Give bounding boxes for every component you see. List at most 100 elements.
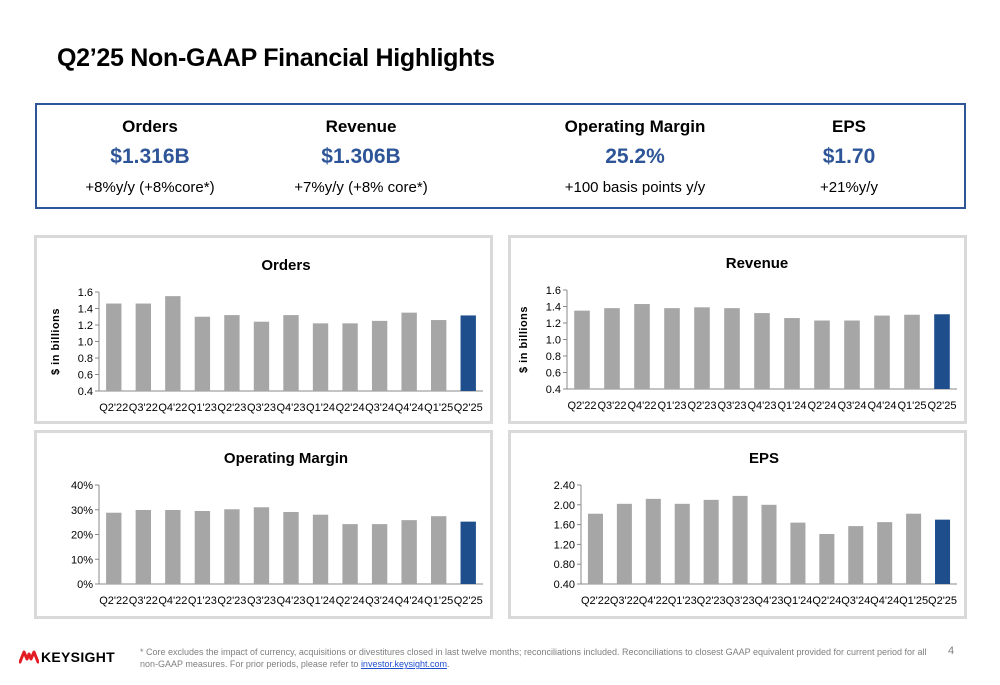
y-tick-label: 1.2 (78, 320, 93, 332)
y-tick-label: 1.60 (554, 520, 575, 532)
x-tick-label: Q2'24 (807, 400, 836, 412)
bar-Q125 (904, 314, 920, 389)
revenue-chart-panel: Revenue 0.4 0.6 0.8 1.0 1.2 1.4 1.6 $ in billion… (508, 235, 967, 424)
x-tick-label: Q3'23 (726, 595, 755, 607)
bar-Q222 (587, 513, 603, 584)
y-tick-label: 20% (71, 530, 93, 542)
bar-Q225 (460, 521, 476, 584)
bar-Q123 (194, 510, 211, 584)
bar-Q225 (460, 315, 476, 391)
bar-Q124 (790, 522, 806, 584)
x-tick-label: Q2'24 (336, 402, 365, 414)
x-tick-label: Q1'23 (668, 595, 697, 607)
x-tick-label: Q4'23 (276, 402, 305, 414)
bar-Q224 (342, 524, 358, 584)
y-tick-label: 30% (71, 505, 93, 517)
bar-Q124 (784, 318, 800, 389)
y-tick-label: 2.00 (554, 500, 575, 512)
y-tick-label: 1.0 (546, 335, 561, 347)
x-tick-label: Q2'25 (927, 400, 956, 412)
x-tick-label: Q3'23 (247, 402, 276, 414)
bar-Q223 (694, 307, 710, 389)
bar-Q224 (819, 534, 835, 584)
x-tick-label: Q4'22 (158, 595, 187, 607)
bar-Q422 (165, 509, 181, 584)
bar-Q222 (106, 512, 122, 584)
bar-Q423 (761, 504, 777, 584)
bar-Q422 (634, 304, 650, 389)
x-tick-label: Q1'24 (306, 595, 335, 607)
x-tick-label: Q1'24 (306, 402, 335, 414)
y-axis-label: $ in billions (518, 306, 530, 373)
x-tick-label: Q4'24 (395, 595, 424, 607)
bar-Q423 (283, 511, 299, 584)
x-tick-label: Q3'22 (610, 595, 639, 607)
bar-Q424 (401, 520, 417, 584)
bar-Q124 (312, 514, 329, 584)
x-tick-label: Q4'24 (870, 595, 899, 607)
bar-Q123 (674, 503, 690, 584)
eps-chart-panel: EPS 0.40 0.80 1.20 1.60 2.00 2.40 Q2'22 Q3'22 Q4'… (508, 430, 967, 619)
bar-Q223 (224, 509, 240, 584)
bar-Q322 (135, 303, 151, 391)
kpi-label: Orders (122, 117, 178, 136)
y-tick-label: 1.4 (78, 304, 93, 316)
bar-Q422 (165, 296, 181, 391)
operating-margin-chart-panel: Operating Margin 0% 10% 20% 30% 40% Q2'22 Q3'22… (34, 430, 493, 619)
y-tick-label: 1.2 (546, 318, 561, 330)
bar-Q125 (431, 516, 447, 584)
bar-Q222 (574, 310, 590, 389)
x-tick-label: Q4'24 (395, 402, 424, 414)
y-tick-label: 10% (71, 554, 93, 566)
x-tick-label: Q1'25 (899, 595, 928, 607)
x-tick-label: Q1'24 (777, 400, 806, 412)
keysight-wave-icon (19, 650, 39, 664)
x-tick-label: Q4'22 (639, 595, 668, 607)
chart-title: Orders (261, 257, 310, 274)
y-axis-label: $ in billions (50, 308, 62, 375)
bar-Q323 (732, 495, 748, 584)
bar-Q324 (844, 320, 860, 389)
x-tick-label: Q3'22 (129, 402, 158, 414)
y-tick-label: 1.6 (546, 285, 561, 297)
x-tick-label: Q4'22 (158, 402, 187, 414)
y-tick-label: 1.6 (78, 287, 93, 299)
bar-Q322 (604, 308, 620, 389)
y-tick-label: 0.4 (78, 386, 93, 398)
y-tick-label: 0.80 (554, 559, 575, 571)
x-tick-label: Q2'22 (99, 402, 128, 414)
page-number: 4 (948, 645, 955, 657)
investor-link[interactable]: investor.keysight.com (360, 659, 447, 669)
kpi-sub: +8%y/y (+8%core*) (85, 179, 215, 196)
footnote-end: . (446, 659, 450, 669)
bar-Q322 (616, 503, 632, 584)
x-tick-label: Q2'25 (928, 595, 957, 607)
kpi-value: 25.2% (605, 145, 665, 168)
x-tick-label: Q1'23 (188, 595, 217, 607)
x-tick-label: Q3'22 (129, 595, 158, 607)
x-tick-label: Q2'24 (812, 595, 841, 607)
bar-Q125 (906, 513, 922, 584)
y-tick-label: 0.6 (546, 368, 561, 380)
bar-Q224 (342, 323, 358, 391)
x-tick-label: Q4'23 (754, 595, 783, 607)
x-tick-label: Q2'23 (217, 402, 246, 414)
bar-Q424 (401, 312, 417, 391)
bar-Q222 (106, 303, 122, 391)
x-tick-label: Q2'23 (687, 400, 716, 412)
bar-Q323 (253, 507, 270, 584)
kpi-label: EPS (831, 117, 867, 136)
bar-Q123 (194, 316, 211, 391)
keysight-logo: KEYSIGHT (19, 648, 129, 668)
y-tick-label: 1.4 (546, 302, 561, 314)
bar-Q322 (135, 509, 151, 584)
kpi-label: Revenue (325, 117, 397, 136)
bar-Q223 (224, 315, 240, 391)
x-tick-label: Q2'24 (336, 595, 365, 607)
x-tick-label: Q3'23 (247, 595, 276, 607)
bar-Q324 (371, 524, 388, 584)
y-tick-label: 0% (77, 579, 93, 591)
bar-Q125 (431, 320, 447, 391)
bar-Q224 (814, 320, 830, 389)
bar-Q123 (664, 308, 680, 389)
